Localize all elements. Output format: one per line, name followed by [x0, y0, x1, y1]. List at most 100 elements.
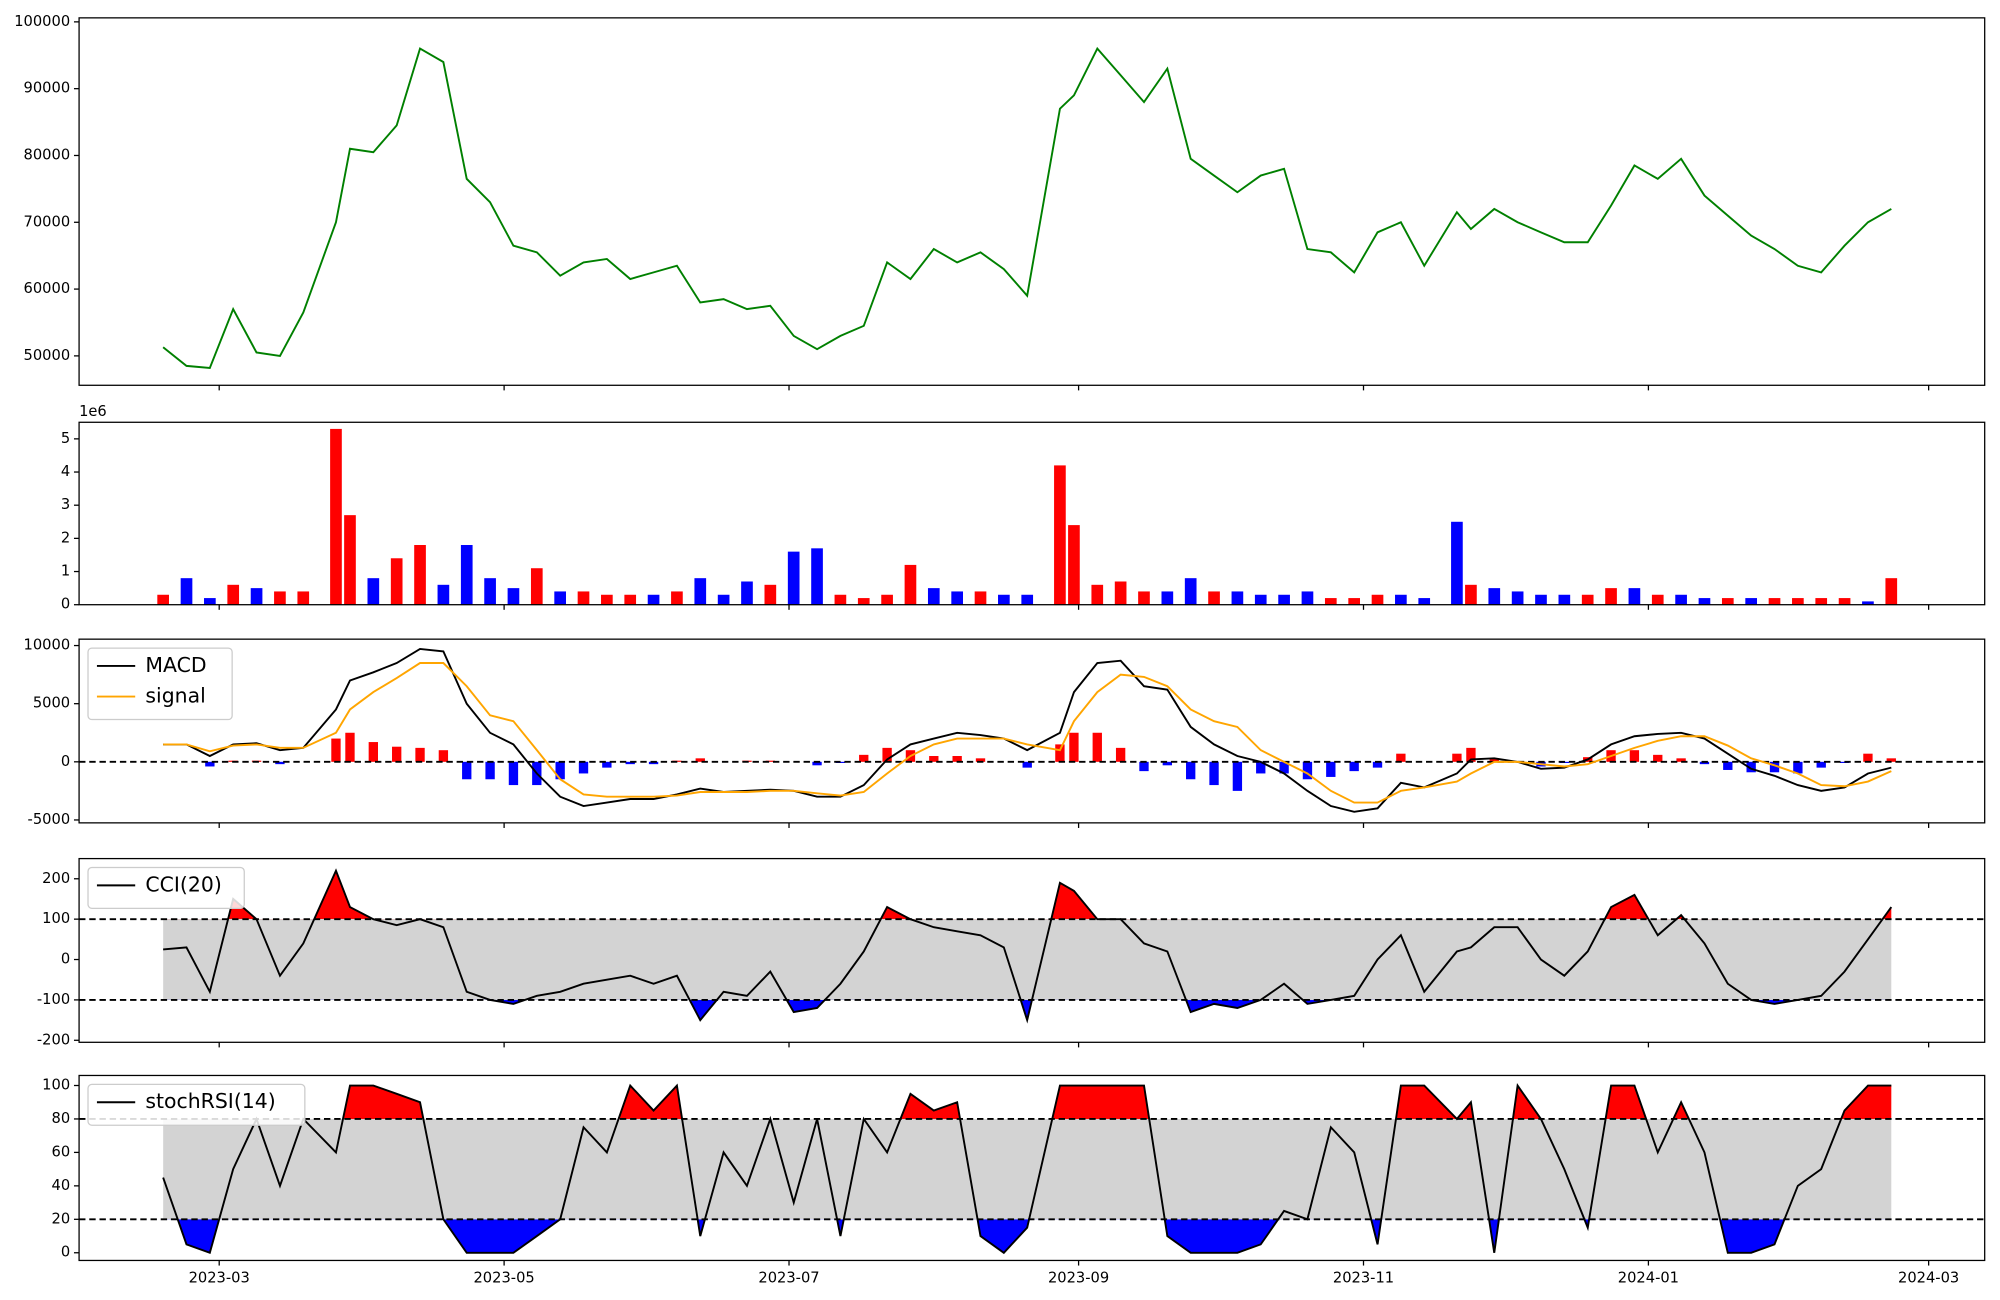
volume-bar [530, 568, 543, 605]
panel-frame [78, 1074, 1986, 1262]
volume-bar [1138, 591, 1150, 605]
y-tick-label: 5 [61, 430, 70, 447]
histogram-bar [648, 761, 659, 765]
y-tick-label: 0 [61, 951, 70, 968]
volume-bar [1838, 598, 1851, 605]
histogram-bar [1256, 761, 1266, 774]
volume-bar [1054, 465, 1066, 605]
histogram-bar [438, 750, 449, 762]
histogram-bar [1746, 761, 1756, 773]
histogram-bar [1022, 761, 1032, 768]
volume-bar [1698, 598, 1711, 605]
histogram-bar [1092, 732, 1102, 762]
histogram-bar [415, 747, 425, 762]
volume-bar [180, 578, 193, 605]
y-tick-label: 60000 [24, 280, 71, 297]
below-fill [163, 999, 1892, 1021]
offset-label: 1e6 [79, 403, 107, 420]
volume-bar [1301, 591, 1314, 605]
volume-bar [694, 578, 707, 605]
volume-bar [460, 545, 473, 605]
histogram-bar [1629, 750, 1640, 762]
histogram-bar [1162, 761, 1173, 766]
y-tick-label: 5000 [33, 695, 70, 712]
volume-bar [1511, 591, 1524, 605]
volume-bar [787, 551, 800, 605]
histogram-bar [1372, 761, 1383, 768]
volume-bar [764, 584, 777, 605]
volume-bar [330, 428, 342, 605]
volume-bar [1418, 598, 1431, 605]
x-tick-label: 2023-11 [1333, 1269, 1394, 1286]
histogram-bar [1699, 761, 1710, 765]
y-tick-label: 100 [42, 1077, 70, 1094]
volume-bar [1348, 598, 1360, 605]
volume-bar [390, 558, 403, 605]
volume-bar [857, 598, 870, 605]
histogram-bar [1489, 758, 1499, 762]
volume-bar [1721, 598, 1734, 605]
legend-label: CCI(20) [145, 872, 221, 896]
histogram-bar [975, 758, 986, 762]
histogram-bar [929, 756, 939, 762]
histogram-bar [1326, 761, 1336, 777]
histogram-bar [1452, 753, 1462, 762]
histogram-bar [625, 761, 635, 765]
series-line [163, 647, 1892, 813]
volume-bar [1068, 525, 1080, 605]
histogram-bar [1676, 758, 1686, 762]
volume-bar [507, 588, 520, 605]
histogram-bar [1115, 747, 1126, 762]
volume-bar [1254, 594, 1267, 605]
volume-bar [1091, 584, 1104, 605]
histogram-bar [462, 761, 472, 780]
volume-bar [414, 545, 426, 605]
x-tick-label: 2024-01 [1618, 1269, 1679, 1286]
series-line [162, 46, 1892, 369]
histogram-bar [485, 761, 495, 780]
volume-bar [927, 588, 940, 605]
volume-bar [601, 594, 613, 605]
volume-bar [974, 591, 987, 605]
volume-bar [1628, 588, 1641, 605]
legend-label: MACD [145, 653, 206, 677]
legend: MACD signal [87, 647, 233, 721]
histogram-bar [1069, 732, 1079, 762]
histogram-bar [1793, 761, 1803, 774]
histogram-bar [602, 761, 612, 768]
volume-bar [1231, 591, 1244, 605]
y-tick-label: 0 [61, 1244, 70, 1261]
y-tick-label: 60 [51, 1143, 70, 1160]
y-tick-label: 4 [61, 463, 70, 480]
volume-bar [881, 594, 893, 605]
volume-bar [1161, 591, 1174, 605]
histogram-bar [1769, 761, 1780, 773]
panel-frame [78, 638, 1986, 824]
histogram-bar [1232, 761, 1243, 791]
legend: stochRSI(14) [87, 1083, 306, 1126]
volume-bar [297, 591, 310, 605]
legend-label: stochRSI(14) [145, 1089, 275, 1113]
x-tick-label: 2023-05 [473, 1269, 534, 1286]
histogram-bar [765, 760, 776, 762]
volume-bar [1558, 594, 1571, 605]
histogram-bar [578, 761, 589, 774]
volume-bar [1451, 521, 1463, 605]
x-tick-label: 2023-03 [189, 1269, 250, 1286]
volume-bar [1885, 578, 1898, 605]
volume-bar [1488, 588, 1501, 605]
legend-label: signal [145, 684, 205, 708]
histogram-bar [952, 756, 962, 762]
legend-box [87, 866, 245, 909]
volume-bar [1745, 598, 1758, 605]
volume-bar [1114, 581, 1127, 605]
y-tick-label: 40 [51, 1177, 70, 1194]
volume-bar [904, 564, 917, 605]
panel-frame [78, 857, 1986, 1043]
band-fill [163, 1118, 1892, 1220]
volume-bar [1862, 601, 1874, 605]
volume-bar [204, 598, 216, 605]
volume-bar [1535, 594, 1547, 605]
volume-bar [1651, 594, 1664, 605]
